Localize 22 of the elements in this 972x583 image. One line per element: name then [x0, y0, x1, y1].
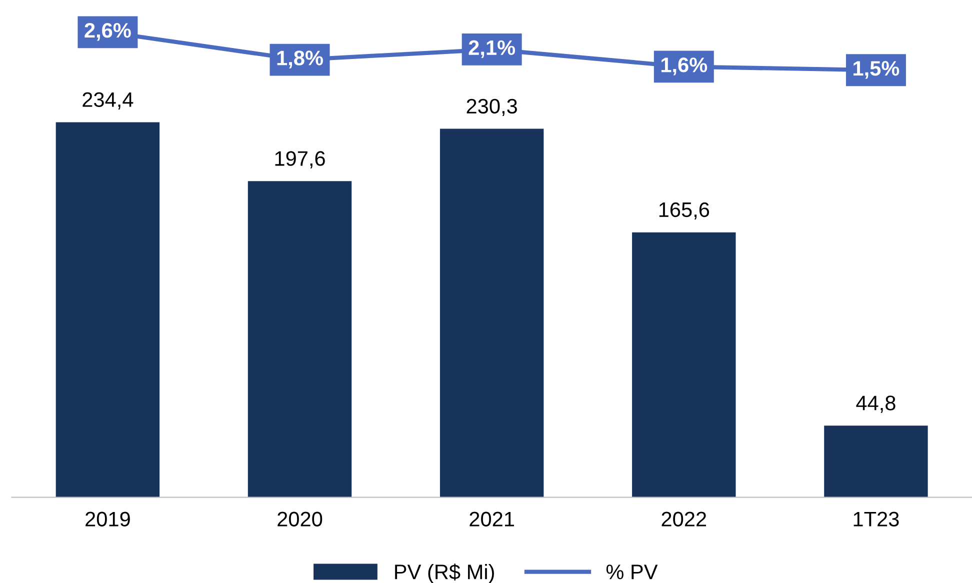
legend-label: PV (R$ Mi): [395, 564, 494, 583]
bar: [248, 181, 352, 498]
legend-label: % PV: [606, 564, 658, 580]
bar: [632, 232, 736, 498]
data-label: 230,3: [466, 98, 517, 116]
data-label: 165,6: [659, 202, 710, 220]
data-label: 44,8: [856, 396, 896, 413]
data-label: 2,6%: [84, 23, 131, 41]
data-label: 1,5%: [854, 61, 900, 79]
data-label: 2,1%: [468, 40, 516, 58]
bar: [440, 128, 544, 498]
x-tick-label: 2019: [86, 512, 130, 526]
x-tick-label: 2020: [278, 512, 322, 526]
x-tick-label: 1T23: [854, 512, 899, 526]
bar: [824, 426, 928, 498]
x-tick-label: 2021: [470, 512, 514, 526]
x-tick-label: 2022: [662, 512, 706, 526]
data-label: 1,6%: [661, 58, 708, 76]
data-label: 1,8%: [277, 50, 323, 68]
bar: [56, 122, 160, 498]
data-label: 197,6: [275, 151, 325, 168]
data-label: 234,4: [82, 92, 134, 110]
